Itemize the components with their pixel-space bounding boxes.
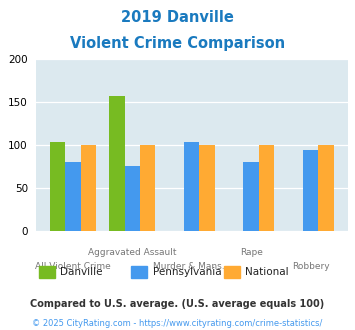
Bar: [318, 145, 334, 231]
Text: Aggravated Assault: Aggravated Assault: [88, 248, 176, 257]
Text: Murder & Mans...: Murder & Mans...: [153, 262, 230, 271]
Text: Violent Crime Comparison: Violent Crime Comparison: [70, 36, 285, 51]
Text: Robbery: Robbery: [292, 262, 329, 271]
Text: © 2025 CityRating.com - https://www.cityrating.com/crime-statistics/: © 2025 CityRating.com - https://www.city…: [32, 319, 323, 328]
Bar: [184, 142, 200, 231]
Bar: [259, 145, 274, 231]
Text: National: National: [245, 267, 289, 277]
Text: Pennsylvania: Pennsylvania: [153, 267, 221, 277]
Bar: [50, 142, 65, 231]
Bar: [109, 96, 125, 231]
Bar: [65, 161, 81, 231]
Text: Danville: Danville: [60, 267, 103, 277]
Bar: [140, 145, 155, 231]
Bar: [125, 166, 140, 231]
Text: All Violent Crime: All Violent Crime: [35, 262, 111, 271]
Bar: [81, 145, 96, 231]
Text: Compared to U.S. average. (U.S. average equals 100): Compared to U.S. average. (U.S. average …: [31, 299, 324, 309]
Bar: [200, 145, 215, 231]
Text: 2019 Danville: 2019 Danville: [121, 10, 234, 25]
Bar: [303, 150, 318, 231]
Bar: [244, 162, 259, 231]
Text: Rape: Rape: [240, 248, 263, 257]
